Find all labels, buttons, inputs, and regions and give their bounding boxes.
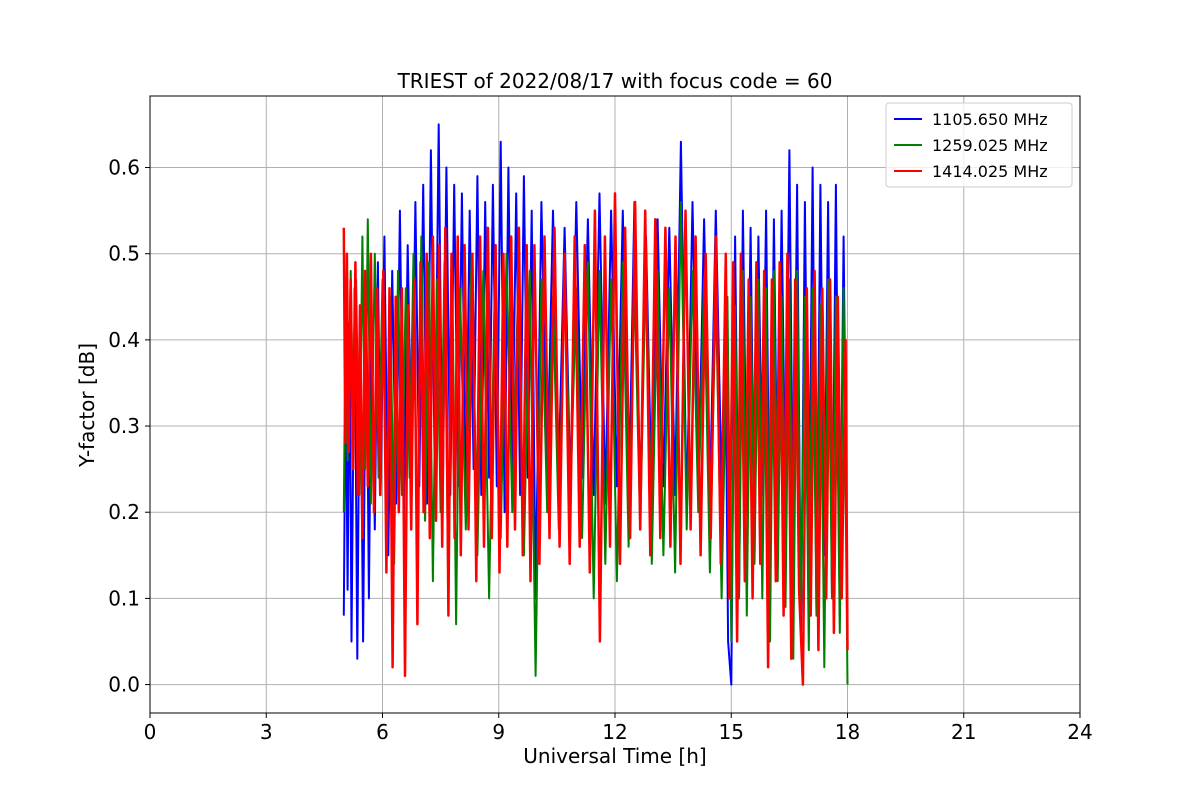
x-tick-label: 21 xyxy=(951,720,976,744)
y-tick-label: 0.5 xyxy=(108,242,140,266)
legend-label: 1414.025 MHz xyxy=(932,162,1048,181)
y-tick-label: 0.1 xyxy=(108,586,140,610)
y-tick-label: 0.4 xyxy=(108,328,140,352)
x-axis-label: Universal Time [h] xyxy=(523,744,706,768)
y-tick-label: 0.2 xyxy=(108,500,140,524)
y-axis: 0.0 0.1 0.2 0.3 0.4 0.5 0.6 xyxy=(108,156,150,697)
legend-box xyxy=(885,102,1073,188)
x-tick-label: 9 xyxy=(492,720,505,744)
x-tick-label: 0 xyxy=(144,720,157,744)
x-tick-label: 18 xyxy=(835,720,860,744)
series-line-3 xyxy=(342,192,849,686)
data-series xyxy=(342,123,849,686)
y-tick-label: 0.3 xyxy=(108,414,140,438)
legend-label: 1105.650 MHz xyxy=(932,110,1048,129)
y-tick-label: 0.6 xyxy=(108,156,140,180)
chart-title: TRIEST of 2022/08/17 with focus code = 6… xyxy=(397,69,833,93)
x-tick-label: 6 xyxy=(376,720,389,744)
x-tick-label: 15 xyxy=(719,720,744,744)
y-axis-label: Y-factor [dB] xyxy=(75,343,99,468)
x-axis: 0 3 6 9 12 15 18 21 24 xyxy=(144,713,1093,744)
x-tick-label: 24 xyxy=(1067,720,1092,744)
legend-label: 1259.025 MHz xyxy=(932,136,1048,155)
x-tick-label: 3 xyxy=(260,720,273,744)
x-tick-label: 12 xyxy=(602,720,627,744)
legend: 1105.650 MHz 1259.025 MHz 1414.025 MHz xyxy=(885,102,1073,188)
y-tick-label: 0.0 xyxy=(108,673,140,697)
